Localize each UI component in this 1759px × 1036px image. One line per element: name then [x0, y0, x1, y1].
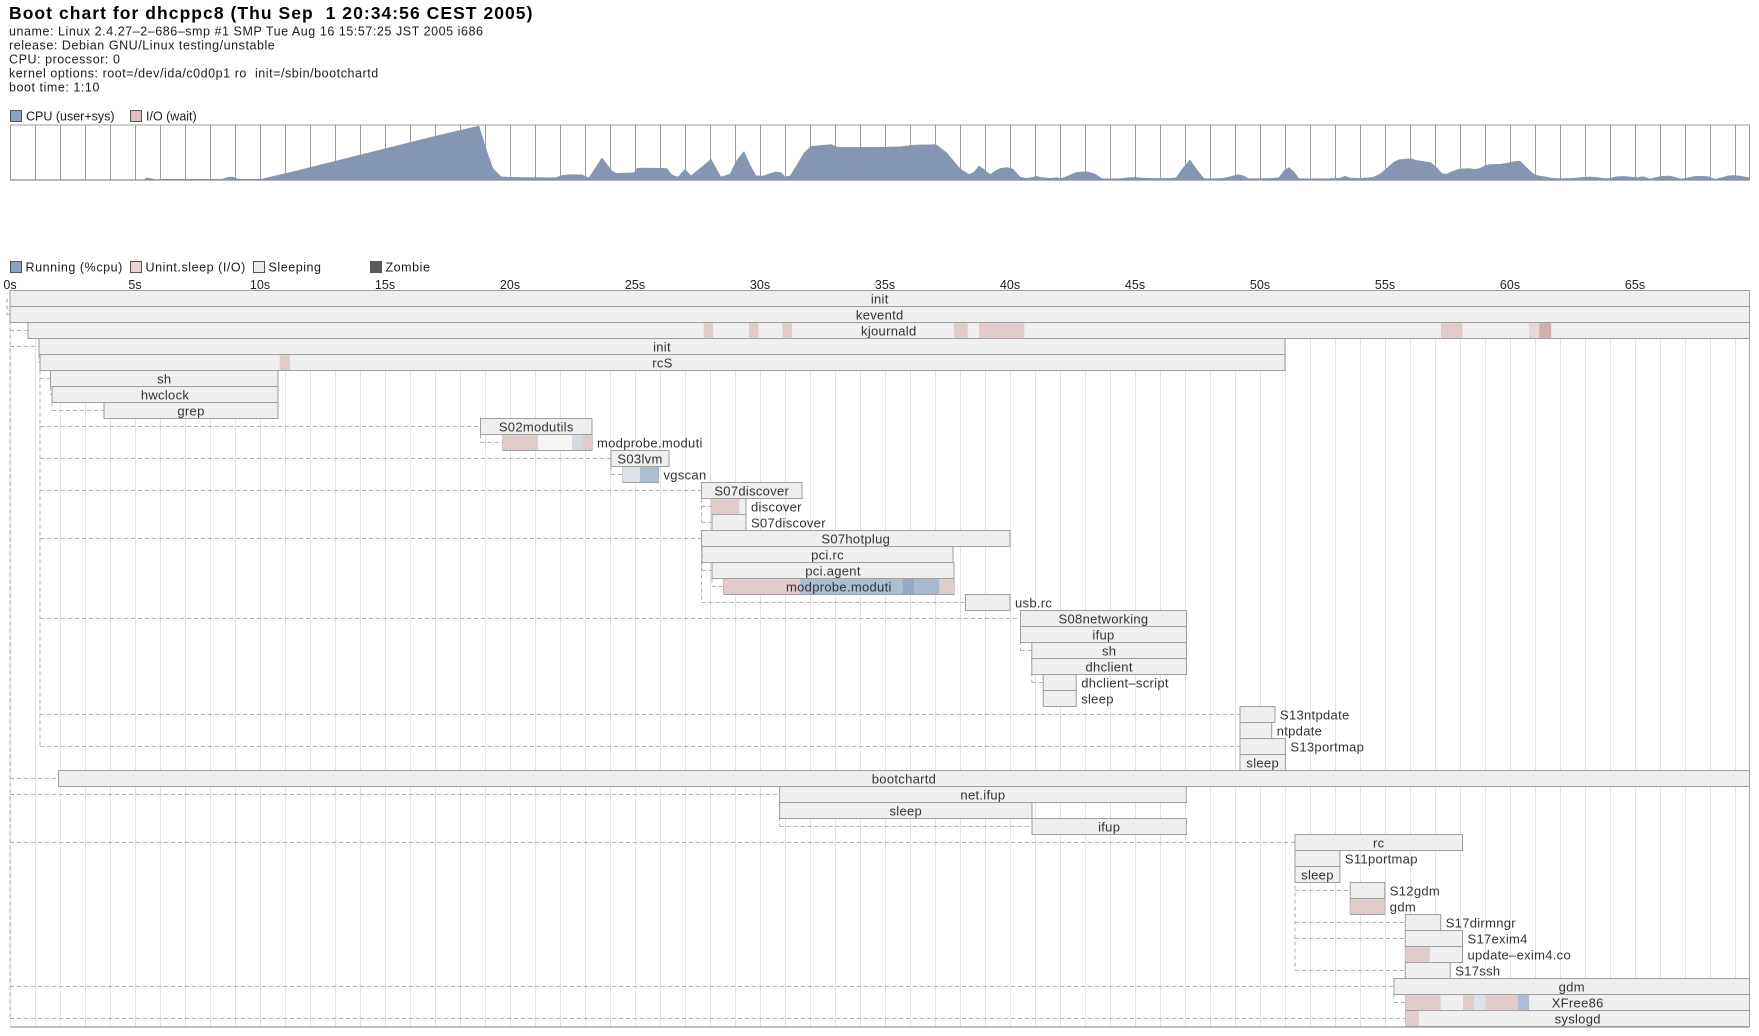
svg-text:grep: grep — [177, 404, 204, 419]
svg-text:modprobe.moduti: modprobe.moduti — [597, 436, 703, 451]
svg-text:Sleeping: Sleeping — [269, 261, 322, 275]
svg-text:50s: 50s — [1250, 278, 1270, 292]
svg-text:gdm: gdm — [1390, 900, 1416, 915]
svg-text:usb.rc: usb.rc — [1015, 596, 1052, 611]
svg-text:S02modutils: S02modutils — [499, 420, 574, 435]
svg-text:hwclock: hwclock — [141, 388, 190, 403]
svg-text:pci.rc: pci.rc — [811, 548, 844, 563]
svg-text:0s: 0s — [3, 278, 16, 292]
svg-text:update–exim4.co: update–exim4.co — [1468, 948, 1572, 963]
svg-text:S07discover: S07discover — [714, 484, 789, 499]
svg-text:40s: 40s — [1000, 278, 1020, 292]
svg-text:sleep: sleep — [1081, 692, 1114, 707]
svg-text:S08networking: S08networking — [1059, 612, 1149, 627]
svg-text:keventd: keventd — [856, 308, 904, 323]
svg-text:S17exim4: S17exim4 — [1468, 932, 1528, 947]
svg-text:S17ssh: S17ssh — [1455, 964, 1500, 979]
svg-text:S13portmap: S13portmap — [1290, 740, 1364, 755]
svg-text:CPU (user+sys): CPU (user+sys) — [26, 110, 115, 124]
svg-text:sleep: sleep — [890, 804, 923, 819]
svg-text:modprobe.moduti: modprobe.moduti — [786, 580, 892, 595]
svg-text:20s: 20s — [500, 278, 520, 292]
svg-text:rcS: rcS — [652, 356, 672, 371]
svg-text:gdm: gdm — [1559, 980, 1585, 995]
svg-text:I/O (wait): I/O (wait) — [146, 110, 197, 124]
svg-text:S12gdm: S12gdm — [1390, 884, 1440, 899]
svg-text:kjournald: kjournald — [861, 324, 916, 339]
svg-text:vgscan: vgscan — [664, 468, 707, 483]
svg-text:15s: 15s — [375, 278, 395, 292]
svg-text:S07hotplug: S07hotplug — [821, 532, 890, 547]
svg-text:35s: 35s — [875, 278, 895, 292]
svg-text:boot time: 1:10: boot time: 1:10 — [9, 81, 100, 95]
svg-text:Boot chart for dhcppc8 (Thu Se: Boot chart for dhcppc8 (Thu Sep 1 20:34:… — [9, 3, 533, 23]
svg-text:S03lvm: S03lvm — [617, 452, 662, 467]
svg-text:S17dirmngr: S17dirmngr — [1446, 916, 1517, 931]
svg-text:10s: 10s — [250, 278, 270, 292]
svg-text:ifup: ifup — [1092, 628, 1114, 643]
svg-text:dhclient–script: dhclient–script — [1081, 676, 1169, 691]
svg-text:S13ntpdate: S13ntpdate — [1280, 708, 1350, 723]
svg-text:sh: sh — [157, 372, 171, 387]
svg-text:discover: discover — [751, 500, 802, 515]
svg-text:sh: sh — [1102, 644, 1116, 659]
svg-text:Unint.sleep (I/O): Unint.sleep (I/O) — [146, 261, 246, 275]
svg-text:Zombie: Zombie — [386, 261, 431, 275]
svg-text:65s: 65s — [1625, 278, 1645, 292]
svg-text:XFree86: XFree86 — [1552, 996, 1604, 1011]
svg-text:dhclient: dhclient — [1086, 660, 1133, 675]
svg-text:S11portmap: S11portmap — [1345, 852, 1418, 867]
svg-text:sleep: sleep — [1301, 868, 1334, 883]
svg-text:S07discover: S07discover — [751, 516, 826, 531]
svg-text:init: init — [871, 292, 889, 307]
svg-text:45s: 45s — [1125, 278, 1145, 292]
svg-text:rc: rc — [1373, 836, 1385, 851]
svg-text:kernel options: root=/dev/ida/: kernel options: root=/dev/ida/c0d0p1 ro … — [9, 67, 379, 81]
svg-text:60s: 60s — [1500, 278, 1520, 292]
svg-text:sleep: sleep — [1246, 756, 1279, 771]
svg-text:pci.agent: pci.agent — [805, 564, 861, 579]
svg-text:CPU: processor: 0: CPU: processor: 0 — [9, 53, 120, 67]
svg-text:5s: 5s — [128, 278, 141, 292]
svg-text:Running (%cpu): Running (%cpu) — [26, 261, 123, 275]
svg-text:uname: Linux 2.4.27–2–686–smp: uname: Linux 2.4.27–2–686–smp #1 SMP Tue… — [9, 25, 483, 39]
svg-text:syslogd: syslogd — [1555, 1012, 1601, 1027]
svg-text:bootchartd: bootchartd — [872, 772, 936, 787]
svg-text:ifup: ifup — [1098, 820, 1120, 835]
svg-text:ntpdate: ntpdate — [1277, 724, 1322, 739]
svg-text:25s: 25s — [625, 278, 645, 292]
svg-text:release: Debian GNU/Linux test: release: Debian GNU/Linux testing/unstab… — [9, 39, 275, 53]
svg-text:55s: 55s — [1375, 278, 1395, 292]
svg-text:net.ifup: net.ifup — [960, 788, 1005, 803]
svg-text:init: init — [653, 340, 671, 355]
svg-text:30s: 30s — [750, 278, 770, 292]
